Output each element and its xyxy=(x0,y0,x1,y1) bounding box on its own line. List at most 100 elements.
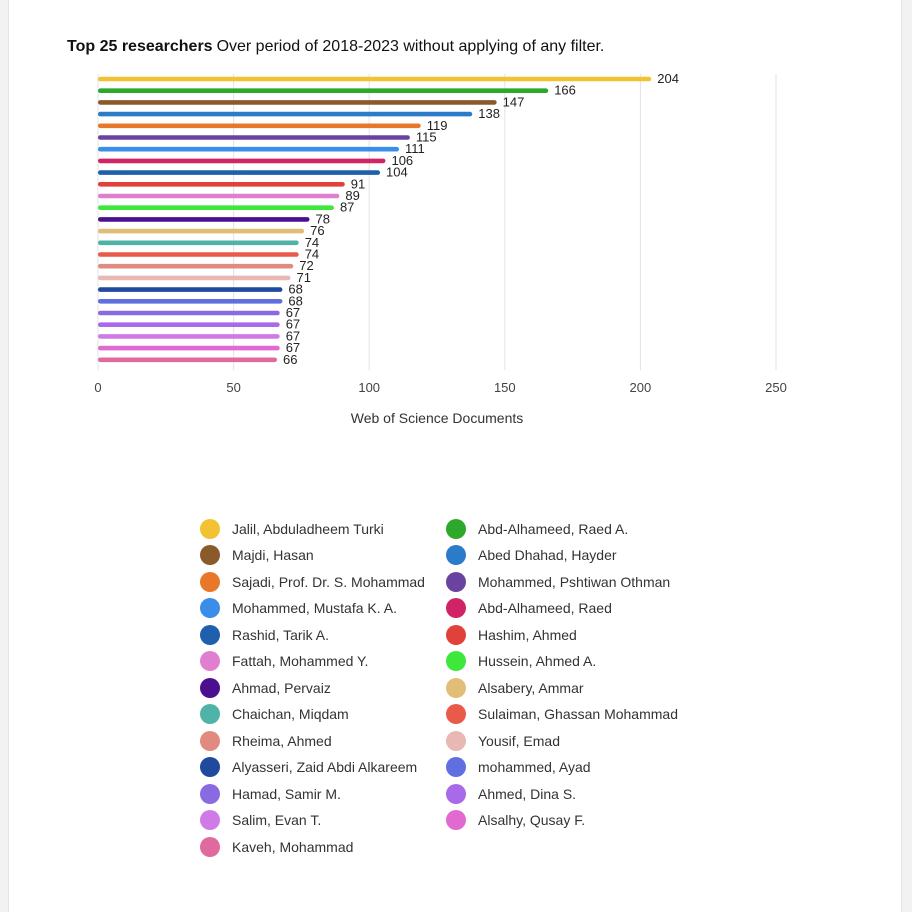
legend-item[interactable]: Ahmed, Dina S. xyxy=(446,783,706,805)
legend-label: Mohammed, Pshtiwan Othman xyxy=(478,573,671,590)
legend-item[interactable]: Jalil, Abduladheem Turki xyxy=(200,518,446,540)
legend-label: Rashid, Tarik A. xyxy=(232,626,330,643)
legend-label: Chaichan, Miqdam xyxy=(232,706,349,723)
legend-item[interactable]: mohammed, Ayad xyxy=(446,757,706,779)
bar xyxy=(98,88,549,93)
bar xyxy=(98,193,340,199)
legend-label: mohammed, Ayad xyxy=(478,759,591,776)
legend-item[interactable]: Sajadi, Prof. Dr. S. Mohammad xyxy=(200,571,446,593)
bar-value-label: 67 xyxy=(286,305,300,320)
bar xyxy=(98,334,280,339)
x-tick-label: 200 xyxy=(630,380,652,395)
bar-value-label: 106 xyxy=(391,153,413,168)
legend-label: Alsabery, Ammar xyxy=(478,679,584,696)
legend-item[interactable]: Hamad, Samir M. xyxy=(200,783,446,805)
legend-label: Rheima, Ahmed xyxy=(232,732,332,749)
legend-item[interactable]: Ahmad, Pervaiz xyxy=(200,677,446,699)
legend-item[interactable]: Yousif, Emad xyxy=(446,730,706,752)
chart-subtitle: Over period of 2018-2023 without applyin… xyxy=(216,38,605,55)
legend-swatch xyxy=(200,571,220,592)
legend-swatch xyxy=(200,836,220,857)
chart-legend: Jalil, Abduladheem Turki Abd-Alhameed, Ra… xyxy=(200,518,720,858)
legend-item[interactable]: Salim, Evan T. xyxy=(200,810,446,832)
bar xyxy=(98,252,299,257)
legend-item[interactable]: Kaveh, Mohammad xyxy=(200,836,446,858)
bar-value-label: 119 xyxy=(427,118,448,133)
legend-swatch xyxy=(446,677,466,698)
legend-swatch xyxy=(200,651,220,672)
legend-label: Ahmad, Pervaiz xyxy=(232,679,331,696)
legend-item[interactable]: Mohammed, Mustafa K. A. xyxy=(200,598,446,620)
legend-label: Salim, Evan T. xyxy=(232,812,322,829)
legend-item[interactable]: Fattah, Mohammed Y. xyxy=(200,651,446,673)
legend-item[interactable]: Chaichan, Miqdam xyxy=(200,704,446,726)
bar xyxy=(98,357,277,363)
legend-item[interactable]: Abd-Alhameed, Raed A. xyxy=(446,518,706,540)
legend-swatch xyxy=(446,783,466,804)
legend-swatch xyxy=(446,730,466,751)
legend-item[interactable]: Hussein, Ahmed A. xyxy=(446,651,706,673)
legend-label: Hamad, Samir M. xyxy=(232,785,341,802)
legend-item[interactable]: Abd-Alhameed, Raed xyxy=(446,598,706,620)
bar-value-label: 68 xyxy=(288,282,302,297)
bar xyxy=(98,310,280,316)
legend-item[interactable]: Majdi, Hasan xyxy=(200,545,446,567)
legend-swatch xyxy=(446,598,466,619)
legend-swatch xyxy=(200,783,220,804)
bar xyxy=(98,205,334,210)
legend-item[interactable]: Rheima, Ahmed xyxy=(200,730,446,752)
legend-label: Fattah, Mohammed Y. xyxy=(232,653,369,670)
legend-label: Abed Dhahad, Hayder xyxy=(478,547,617,564)
bar xyxy=(98,170,381,175)
legend-swatch xyxy=(446,545,466,566)
bar xyxy=(98,123,421,129)
legend-label: Sulaiman, Ghassan Mohammad xyxy=(478,706,678,723)
legend-swatch xyxy=(446,704,466,725)
legend-label: Jalil, Abduladheem Turki xyxy=(232,520,384,537)
legend-swatch xyxy=(446,757,466,778)
bar-value-label: 74 xyxy=(305,235,319,250)
bar-value-label: 72 xyxy=(299,258,313,273)
bar-value-label: 204 xyxy=(657,71,679,86)
legend-swatch xyxy=(200,598,220,619)
bar-value-label: 71 xyxy=(297,270,311,285)
bar-value-label: 166 xyxy=(554,83,576,98)
bar-value-label: 67 xyxy=(286,340,300,355)
legend-item[interactable]: Alyasseri, Zaid Abdi Alkareem xyxy=(200,757,446,779)
legend-item[interactable]: Alsabery, Ammar xyxy=(446,677,706,699)
legend-label: Abd-Alhameed, Raed xyxy=(478,600,612,617)
bar-chart: 0 50 100 150 200 250 Web of Science Documents 2… xyxy=(94,71,786,426)
x-tick-label: 50 xyxy=(226,380,240,395)
x-tick-label: 0 xyxy=(94,380,101,395)
legend-item[interactable]: Sulaiman, Ghassan Mohammad xyxy=(446,704,706,726)
bar-value-label: 111 xyxy=(405,141,425,156)
legend-item[interactable]: Rashid, Tarik A. xyxy=(200,624,446,646)
bar-value-label: 67 xyxy=(286,328,300,343)
bar xyxy=(98,135,410,140)
legend-swatch xyxy=(200,518,220,539)
legend-item[interactable]: Abed Dhahad, Hayder xyxy=(446,545,706,567)
legend-swatch xyxy=(446,518,466,539)
bar xyxy=(98,345,280,351)
legend-item[interactable]: Mohammed, Pshtiwan Othman xyxy=(446,571,706,593)
bar-value-label: 68 xyxy=(288,293,302,308)
legend-label: Alsalhy, Qusay F. xyxy=(478,812,586,829)
bar-value-label: 138 xyxy=(478,106,500,121)
bar xyxy=(98,217,310,222)
x-axis-title: Web of Science Documents xyxy=(351,410,524,426)
x-tick-label: 100 xyxy=(358,380,380,395)
legend-swatch xyxy=(200,730,220,751)
bar-value-label: 115 xyxy=(416,130,437,145)
legend-swatch xyxy=(446,571,466,592)
legend-item[interactable]: Hashim, Ahmed xyxy=(446,624,706,646)
legend-label: Sajadi, Prof. Dr. S. Mohammad xyxy=(232,573,425,590)
bar-value-label: 91 xyxy=(351,176,365,191)
bar-value-label: 78 xyxy=(316,211,330,226)
legend-swatch xyxy=(200,757,220,778)
legend-label: Hashim, Ahmed xyxy=(478,626,577,643)
bar xyxy=(98,263,294,269)
legend-label: Hussein, Ahmed A. xyxy=(478,653,597,670)
x-tick-label: 150 xyxy=(494,380,516,395)
legend-label: Majdi, Hasan xyxy=(232,547,314,564)
legend-item[interactable]: Alsalhy, Qusay F. xyxy=(446,810,706,832)
